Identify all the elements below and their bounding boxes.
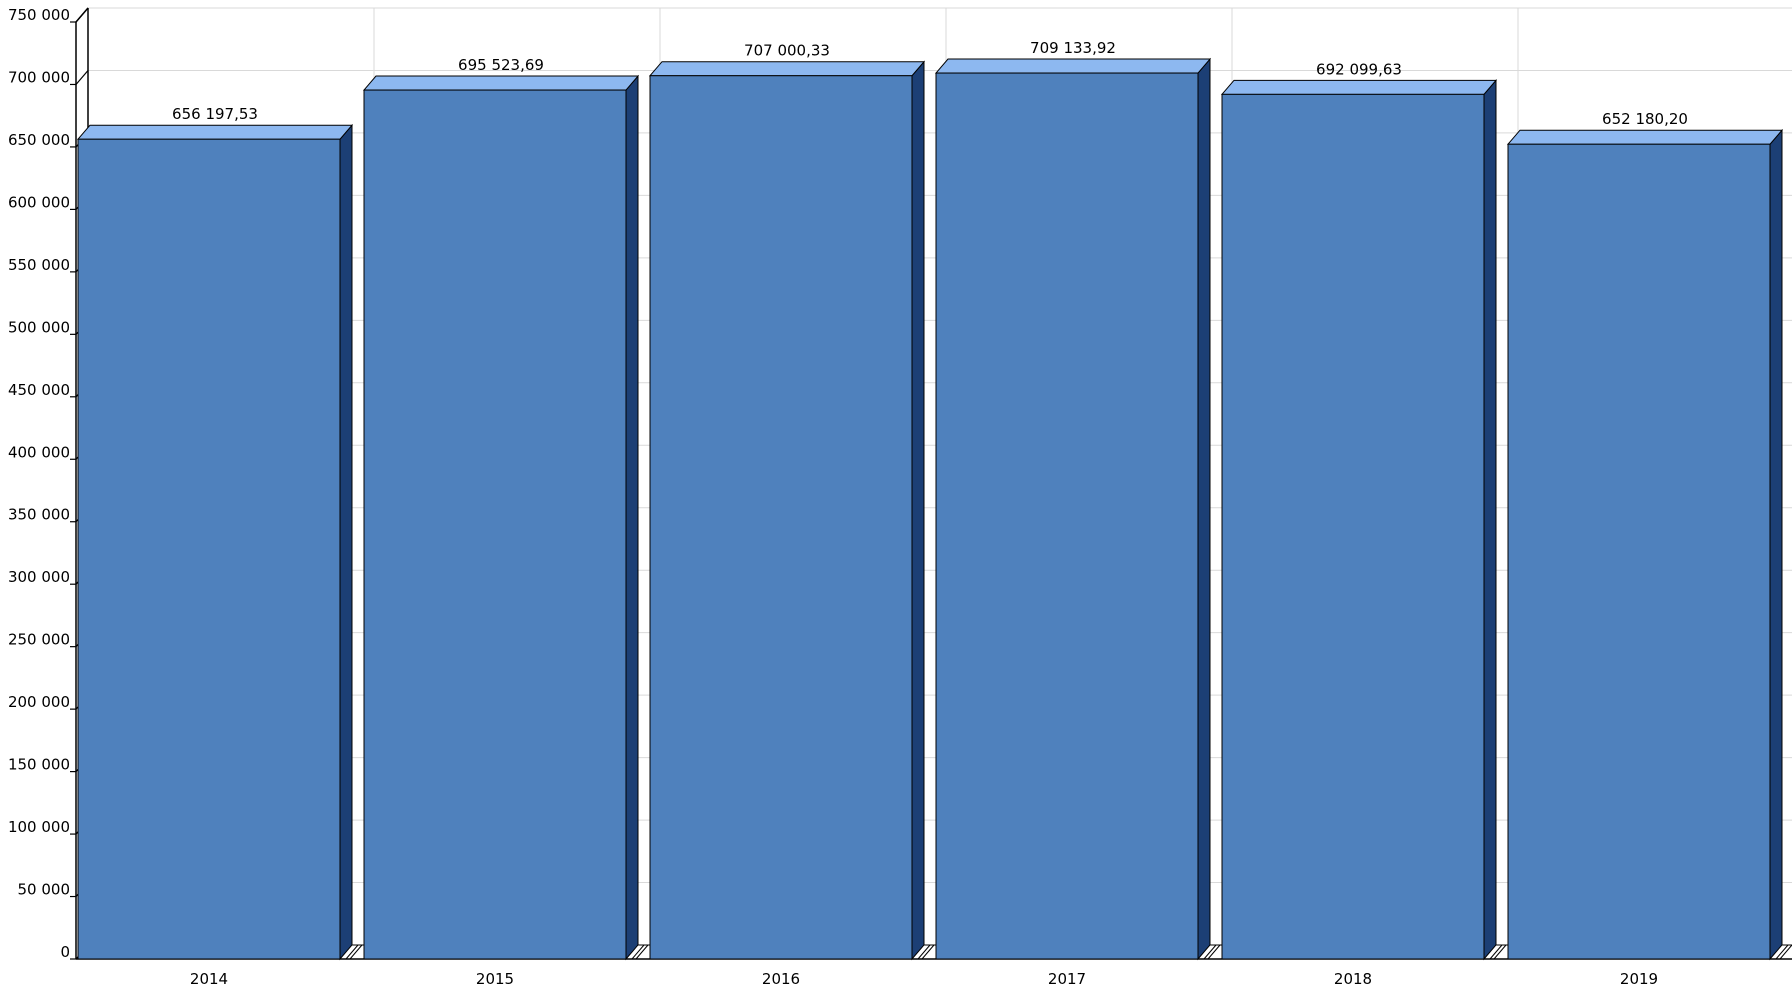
data-label: 652 180,20 — [1602, 110, 1688, 128]
bar-front-face — [935, 72, 1199, 960]
y-tick-label: 250 000 — [8, 631, 70, 649]
x-tick-label: 2018 — [1334, 970, 1372, 988]
floor-hatch — [921, 944, 935, 960]
bar-top-face — [648, 61, 926, 77]
bar-side-face — [625, 74, 639, 961]
bar-front-face — [77, 138, 341, 960]
bar-layer — [76, 57, 1784, 961]
y-tick-label: 400 000 — [8, 443, 70, 461]
x-tick-label: 2014 — [190, 970, 228, 988]
y-tick-label: 600 000 — [8, 193, 70, 211]
floor-hatch — [1207, 944, 1221, 960]
data-label: 707 000,33 — [744, 42, 830, 60]
floor-hatch — [631, 944, 645, 960]
y-tick-label: 300 000 — [8, 568, 70, 586]
x-tick-label: 2019 — [1620, 970, 1658, 988]
bar-front-face — [1221, 93, 1485, 960]
floor-hatch — [1775, 944, 1789, 960]
y-tick-label: 150 000 — [8, 756, 70, 774]
data-label: 709 133,92 — [1030, 39, 1116, 57]
bar-front-face — [1507, 143, 1771, 960]
bar-top-face — [1506, 129, 1784, 145]
bar-front-face — [649, 75, 913, 960]
label-layer: 0 50 000 100 000 150 000 200 000 250 000 300 0… — [8, 6, 1688, 988]
y-tick-label: 200 000 — [8, 693, 70, 711]
bar-2015 — [362, 74, 640, 961]
bar-top-face — [934, 58, 1212, 74]
floor-hatch — [1489, 944, 1503, 960]
bar-2014 — [76, 123, 354, 961]
bar-2017 — [934, 57, 1212, 961]
data-label: 656 197,53 — [172, 105, 258, 123]
y-tick-label: 750 000 — [8, 6, 70, 24]
y-tick-label: 0 — [60, 943, 70, 961]
bar-2016 — [648, 60, 926, 961]
bar-side-face — [911, 60, 925, 961]
y-tick-label: 50 000 — [18, 881, 71, 899]
x-tick-label: 2015 — [476, 970, 514, 988]
bar-top-face — [1220, 79, 1498, 95]
x-tick-label: 2017 — [1048, 970, 1086, 988]
floor-hatch — [635, 944, 649, 960]
x-tick-label: 2016 — [762, 970, 800, 988]
bar-front-face — [363, 89, 627, 960]
floor-hatch — [345, 944, 359, 960]
bar-side-face — [1483, 78, 1497, 961]
floor-hatch — [1203, 944, 1217, 960]
floor-hatch — [917, 944, 931, 960]
bar-top-face — [362, 75, 640, 91]
data-label: 692 099,63 — [1316, 60, 1402, 78]
y-tick-mark — [75, 70, 89, 85]
bar-2019 — [1506, 128, 1784, 961]
bar-2018 — [1220, 78, 1498, 961]
bar-top-face — [76, 124, 354, 140]
y-tick-label: 450 000 — [8, 381, 70, 399]
data-label: 695 523,69 — [458, 56, 544, 74]
y-tick-label: 550 000 — [8, 256, 70, 274]
floor-hatch — [1493, 944, 1507, 960]
bar-side-face — [1769, 128, 1783, 961]
floor-hatch — [1779, 944, 1792, 960]
y-tick-label: 500 000 — [8, 318, 70, 336]
y-tick-label: 700 000 — [8, 68, 70, 86]
y-tick-label: 350 000 — [8, 506, 70, 524]
bar-side-face — [1197, 57, 1211, 961]
y-tick-label: 650 000 — [8, 131, 70, 149]
bar-side-face — [339, 123, 353, 961]
floor-hatch — [349, 944, 363, 960]
y-tick-label: 100 000 — [8, 818, 70, 836]
y-tick-mark — [75, 7, 89, 23]
